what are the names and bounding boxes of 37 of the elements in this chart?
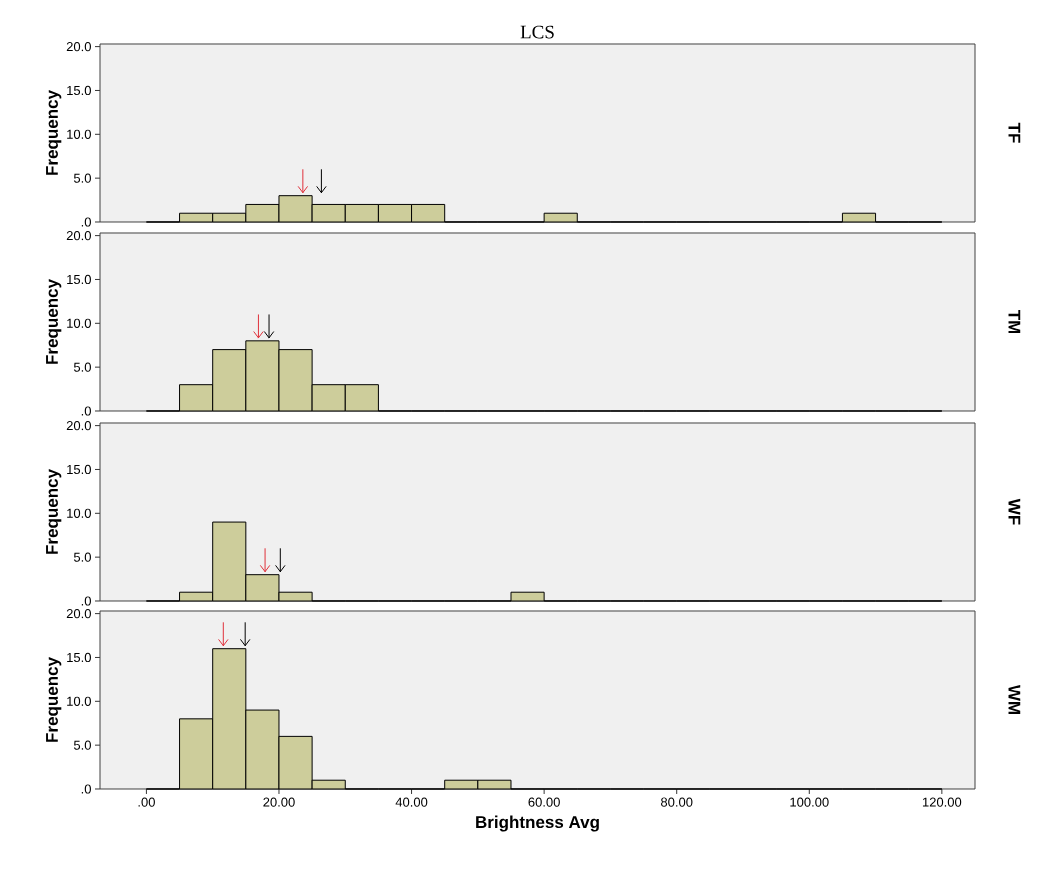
x-tick-label: 100.00 [790,797,829,807]
y-axis-title: Frequency [46,657,62,742]
y-tick-label: 10.0 [67,696,91,706]
x-tick-label: 60.00 [528,797,560,807]
y-axis-title: Frequency [46,469,62,554]
y-tick-label: 20.0 [66,421,91,431]
x-tick-label: 40.00 [395,797,428,807]
y-tick-label: 5.0 [73,552,91,562]
y-tick-label: 15.0 [67,464,91,475]
x-tick-label: 20.00 [263,797,295,807]
x-axis-title: Brightness Avg [476,815,599,832]
y-axis-title: Frequency [46,90,62,175]
y-tick-label: .0 [81,406,91,416]
x-tick-label: 80.00 [661,797,693,807]
y-tick-label: 15.0 [67,274,91,285]
chart-title: LCS [520,25,554,39]
y-tick-label: 20.0 [66,609,91,619]
y-tick-label: 10.0 [67,508,91,518]
y-tick-label: 5.0 [73,173,91,183]
x-tick-label: .00 [138,797,155,807]
y2-axis-title: WF [1008,498,1021,525]
y-tick-label: 15.0 [67,85,91,96]
y2-axis-title: TF [1008,122,1021,143]
y-tick-label: 20.0 [66,42,91,52]
y-tick-label: .0 [81,217,91,227]
y-tick-label: 10.0 [67,318,91,328]
y-tick-label: 10.0 [67,129,91,139]
y-tick-label: .0 [81,596,91,606]
y-tick-label: 5.0 [73,362,91,372]
y-tick-label: 15.0 [67,652,91,663]
y-tick-label: 5.0 [73,740,91,750]
y2-axis-title: WM [1008,684,1021,714]
y-axis-title: Frequency [46,279,62,364]
y-tick-label: .0 [81,784,91,794]
y-tick-label: 20.0 [66,231,91,241]
y2-axis-title: TM [1008,309,1021,334]
x-tick-label: 120.00 [922,797,962,807]
